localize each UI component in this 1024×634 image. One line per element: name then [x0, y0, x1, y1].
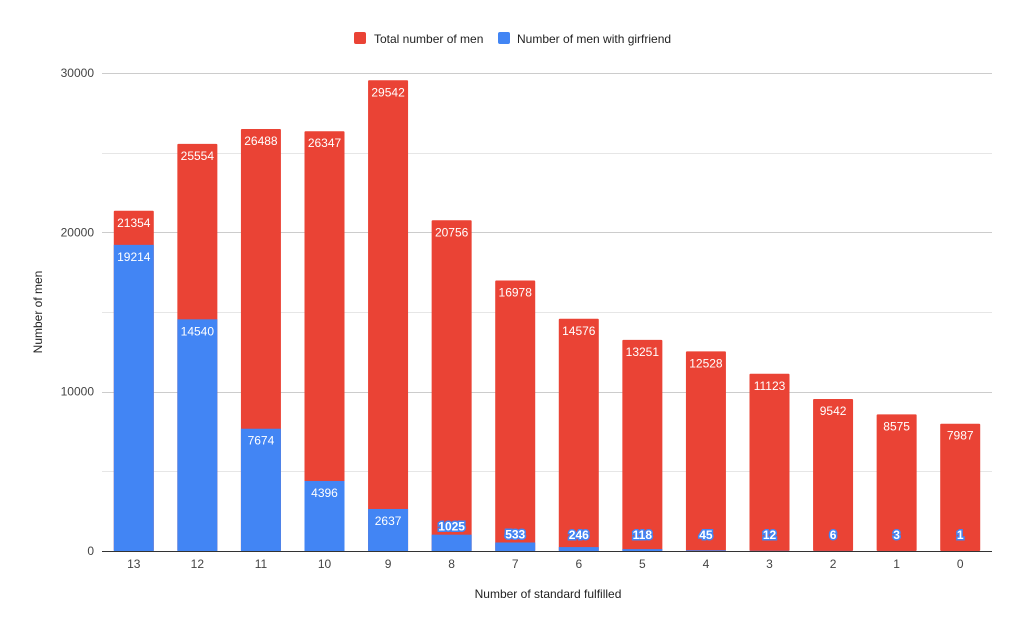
bar-girlfriend	[431, 534, 472, 551]
bar-total	[558, 318, 599, 551]
data-label-girlfriend: 12	[763, 528, 777, 542]
x-tick-label: 9	[385, 557, 392, 571]
bar-total	[749, 373, 790, 551]
data-label-girlfriend: 1	[957, 528, 964, 542]
bar-girlfriend	[558, 547, 599, 551]
y-tick-label: 0	[87, 544, 94, 558]
bar-girlfriend	[240, 428, 281, 551]
data-label-total: 8575	[883, 419, 910, 433]
bar-total	[431, 220, 472, 552]
bar-total	[622, 339, 663, 551]
data-label-girlfriend: 246	[569, 528, 589, 542]
x-tick-label: 6	[575, 557, 582, 571]
data-label-girlfriend: 6	[830, 528, 837, 542]
legend-swatch-total	[354, 32, 366, 44]
x-tick-label: 12	[191, 557, 205, 571]
data-label-total: 26347	[308, 136, 342, 150]
x-tick-label: 11	[255, 557, 268, 571]
data-label-girlfriend: 4396	[311, 486, 338, 500]
bar-girlfriend	[685, 550, 726, 551]
data-label-girlfriend: 118	[633, 528, 653, 542]
data-label-total: 20756	[435, 225, 469, 239]
data-label-girlfriend: 14540	[181, 324, 215, 338]
data-label-girlfriend: 1025	[438, 520, 465, 534]
data-label-total: 14576	[562, 324, 596, 338]
x-tick-label: 2	[830, 557, 837, 571]
y-tick-label: 30000	[61, 66, 95, 80]
bars: 21354 19214 25554 14540 26488 7674 26347 4396 29…	[113, 80, 981, 552]
bar-total	[813, 398, 854, 551]
x-tick-label: 1	[893, 557, 900, 571]
x-tick-label: 4	[703, 557, 710, 571]
bar-girlfriend	[177, 319, 218, 551]
data-label-girlfriend: 533	[505, 528, 525, 542]
y-axis-title: Number of men	[31, 271, 45, 354]
data-label-girlfriend: 3	[893, 528, 900, 542]
data-label-total: 29542	[371, 85, 405, 99]
data-label-total: 11123	[754, 379, 786, 393]
y-tick-label: 20000	[61, 225, 95, 239]
legend-label-girlfriend: Number of men with girfriend	[517, 32, 671, 46]
x-tick-label: 8	[448, 557, 455, 571]
data-label-total: 26488	[244, 134, 278, 148]
data-label-total: 13251	[626, 345, 660, 359]
bar-girlfriend	[368, 508, 409, 551]
data-label-total: 21354	[117, 216, 151, 230]
x-tick-label: 7	[512, 557, 519, 571]
bar-total	[876, 414, 917, 551]
bar-total	[685, 351, 726, 551]
data-label-girlfriend: 45	[699, 528, 713, 542]
y-tick-label: 10000	[61, 385, 95, 399]
bar-girlfriend	[495, 542, 536, 551]
x-tick-label: 0	[957, 557, 964, 571]
x-tick-label: 13	[127, 557, 141, 571]
y-axis-ticks: 0 10000 20000 30000	[61, 66, 95, 558]
bar-total	[304, 131, 345, 551]
bar-girlfriend	[113, 244, 154, 551]
gridlines	[102, 73, 992, 472]
legend-swatch-girlfriend	[498, 32, 510, 44]
bar-total	[940, 423, 981, 551]
data-label-total: 9542	[820, 404, 847, 418]
legend: Total number of men Number of men with g…	[354, 32, 671, 46]
data-label-total: 7987	[947, 429, 974, 443]
data-label-girlfriend: 2637	[375, 514, 402, 528]
x-tick-label: 3	[766, 557, 773, 571]
x-axis-title: Number of standard fulfilled	[475, 587, 622, 601]
data-label-total: 25554	[181, 149, 215, 163]
data-label-girlfriend: 19214	[117, 250, 151, 264]
x-tick-label: 10	[318, 557, 332, 571]
data-label-girlfriend: 7674	[248, 434, 275, 448]
data-label-total: 16978	[499, 285, 533, 299]
bar-total	[495, 280, 536, 551]
data-label-total: 12528	[689, 356, 723, 370]
bar-girlfriend	[622, 549, 663, 551]
bar-total	[368, 80, 409, 551]
legend-label-total: Total number of men	[374, 32, 483, 46]
x-axis-ticks: 13 12 11 10 9 8 7 6 5 4 3 2 1 0	[127, 557, 964, 571]
bar-girlfriend	[304, 480, 345, 551]
x-tick-label: 5	[639, 557, 646, 571]
